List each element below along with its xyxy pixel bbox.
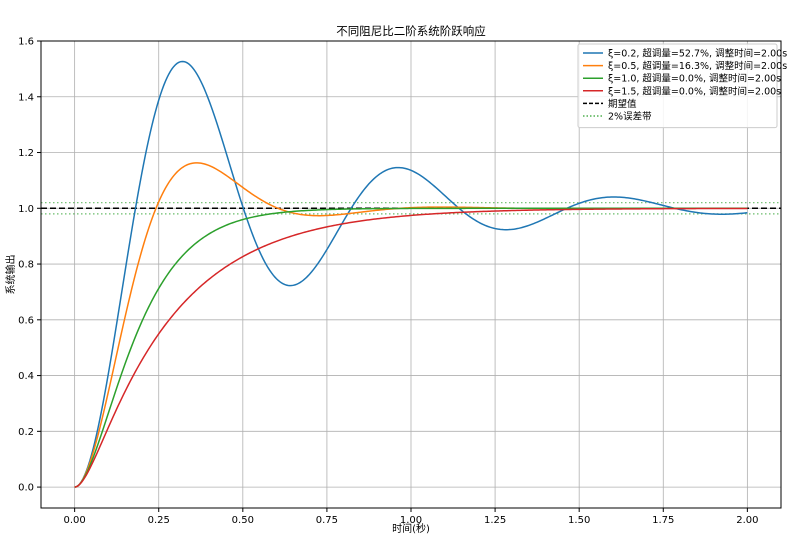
y-tick-label: 0.6 bbox=[18, 315, 34, 326]
series-lines bbox=[74, 60, 748, 488]
x-axis-label: 时间(秒) bbox=[392, 522, 430, 535]
x-tick-label: 1.50 bbox=[568, 515, 590, 526]
legend-entry: ξ=1.5, 超调量=0.0%, 调整时间=2.00s bbox=[608, 85, 781, 97]
x-tick-label: 0.00 bbox=[64, 515, 86, 526]
y-tick-label: 1.2 bbox=[18, 148, 34, 159]
series-line-3 bbox=[74, 207, 748, 488]
y-tick-label: 0.8 bbox=[18, 260, 34, 271]
legend-entry: ξ=0.5, 超调量=16.3%, 调整时间=2.00s bbox=[608, 60, 787, 72]
x-tick-label: 1.00 bbox=[400, 515, 422, 526]
legend-box bbox=[577, 43, 778, 129]
y-tick-label: 1.6 bbox=[18, 37, 34, 48]
y-tick-label: 0.0 bbox=[18, 483, 34, 494]
series-line-0 bbox=[74, 60, 748, 488]
axis-ticks: 0.00 0.25 0.50 0.75 1.00 1.25 1.50 1.75 2.00 0.0 0… bbox=[18, 37, 758, 527]
x-tick-label: 0.75 bbox=[316, 515, 338, 526]
legend-entry: 期望值 bbox=[608, 98, 637, 110]
chart-title: 不同阻尼比二阶系统阶跃响应 bbox=[336, 24, 486, 38]
x-tick-label: 1.75 bbox=[652, 515, 674, 526]
y-tick-label: 1.4 bbox=[18, 92, 34, 103]
legend-entry: 2%误差带 bbox=[608, 111, 652, 123]
legend-entry: ξ=0.2, 超调量=52.7%, 调整时间=2.00s bbox=[608, 48, 787, 60]
y-axis-label: 系统输出 bbox=[4, 255, 17, 295]
y-tick-label: 0.2 bbox=[18, 427, 34, 438]
legend-entry: ξ=1.0, 超调量=0.0%, 调整时间=2.00s bbox=[608, 73, 781, 85]
y-tick-label: 1.0 bbox=[18, 204, 34, 215]
x-tick-label: 2.00 bbox=[736, 515, 758, 526]
y-tick-label: 0.4 bbox=[18, 371, 34, 382]
x-tick-label: 1.25 bbox=[484, 515, 506, 526]
x-tick-label: 0.50 bbox=[232, 515, 254, 526]
x-tick-label: 0.25 bbox=[148, 515, 170, 526]
